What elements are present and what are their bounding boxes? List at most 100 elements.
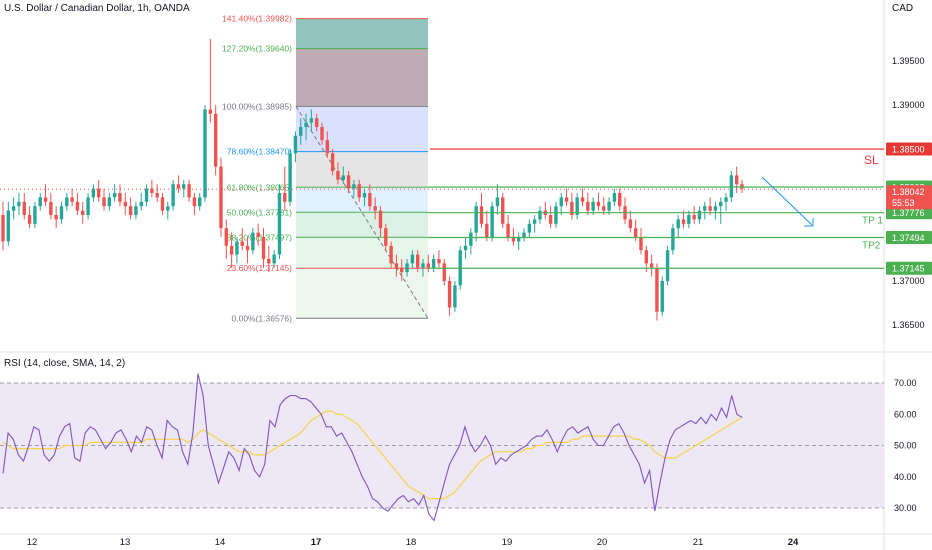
candle-body: [38, 197, 42, 207]
level-price-badge: [886, 231, 932, 245]
candle-body: [649, 263, 654, 268]
fib-zone: [296, 187, 428, 213]
candle-body: [123, 201, 127, 207]
fib-zone: [296, 48, 428, 107]
candle-body: [171, 184, 175, 207]
fib-zone: [296, 106, 428, 152]
candle-body: [713, 206, 718, 211]
candle-body: [554, 206, 558, 224]
candle-body: [570, 201, 574, 215]
level-label-tp-1: TP 1: [862, 216, 883, 227]
candle-body: [219, 166, 223, 229]
candle-body: [192, 197, 197, 207]
candle-body: [405, 263, 409, 273]
candle-body: [65, 197, 69, 207]
candle-body: [495, 197, 500, 207]
candle-body: [639, 237, 643, 251]
candle-body: [522, 232, 526, 237]
candle-body: [719, 201, 723, 207]
candle-body: [618, 193, 622, 207]
candle-body: [564, 197, 569, 202]
candle-body: [176, 184, 181, 189]
candle-body: [81, 210, 85, 215]
candle-body: [734, 175, 739, 185]
candle-body: [596, 201, 601, 207]
price-tick-label: 1.39000: [892, 100, 925, 110]
fib-zone: [296, 268, 428, 319]
fib-level-label: 0.00%(1.36576): [232, 313, 293, 323]
candle-body: [112, 193, 117, 198]
candle-body: [245, 245, 250, 251]
candle-body: [134, 206, 138, 215]
candle-body: [304, 122, 308, 127]
rsi-tick-label: 60.00: [894, 409, 917, 419]
candle-body: [628, 219, 633, 229]
candle-body: [155, 193, 159, 198]
rsi-ma-line: [2, 410, 743, 500]
candle-body: [591, 201, 595, 211]
candle-body: [6, 210, 11, 242]
candle-body: [368, 193, 372, 207]
candle-body: [687, 215, 691, 224]
candle-body: [43, 197, 48, 202]
fib-zone: [296, 18, 428, 49]
level-price-badge-label: 1.37145: [892, 264, 925, 274]
candle-body: [102, 197, 106, 207]
rsi-tick-label: 30.00: [894, 503, 917, 513]
time-tick-label: 18: [406, 537, 417, 548]
price-tick-label: 1.39500: [892, 56, 925, 66]
candle-body: [660, 281, 664, 312]
candle-body: [431, 259, 436, 268]
candle-body: [729, 175, 734, 198]
candle-body: [96, 188, 101, 198]
fib-zone: [296, 151, 428, 188]
candle-body: [400, 267, 404, 273]
fib-level-label: 61.80%(1.38065): [227, 182, 292, 192]
price-tick-label: 1.36500: [892, 320, 925, 330]
candle-body: [633, 228, 638, 237]
candle-body: [602, 206, 606, 211]
direction-arrowhead: [804, 218, 814, 227]
direction-arrow: [761, 176, 813, 226]
currency-label: CAD: [892, 3, 914, 14]
level-price-badge: [886, 206, 932, 220]
candle-body: [1, 215, 5, 242]
level-price-badge-label: 1.37494: [892, 233, 925, 243]
candle-body: [346, 175, 351, 189]
fib-level-label: 38.20%(1.37497): [227, 232, 292, 242]
fib-level-label: 23.60%(1.37145): [227, 263, 292, 273]
candle-body: [75, 201, 80, 211]
candle-body: [118, 193, 122, 202]
candle-body: [107, 197, 112, 207]
candle-body: [128, 206, 133, 215]
candle-body: [676, 219, 680, 229]
candle-body: [309, 118, 314, 123]
candle-body: [740, 184, 744, 189]
candle-body: [160, 197, 165, 211]
candle-body: [86, 197, 90, 215]
level-price-badge: [886, 261, 932, 275]
candle-body: [150, 188, 154, 193]
candle-body: [644, 250, 649, 264]
candle-body: [474, 206, 478, 233]
candle-body: [373, 206, 377, 211]
time-tick-label: 24: [788, 537, 799, 548]
candle-body: [415, 254, 420, 268]
fib-level-label: 100.00%(1.38985): [222, 101, 292, 111]
current-price-badge: [886, 185, 932, 210]
candle-body: [208, 109, 213, 114]
candle-body: [532, 219, 537, 224]
candle-body: [426, 263, 431, 268]
candle-body: [251, 232, 255, 251]
candle-body: [352, 184, 356, 189]
time-tick-label: 19: [502, 537, 513, 548]
candle-body: [272, 254, 276, 264]
time-tick-label: 12: [27, 537, 38, 548]
candle-body: [33, 206, 37, 224]
rsi-title: RSI (14, close, SMA, 14, 2): [4, 358, 126, 369]
candle-body: [49, 201, 53, 215]
candle-body: [22, 201, 26, 215]
candle-body: [267, 259, 271, 264]
bar-countdown: 55:53: [892, 198, 915, 208]
